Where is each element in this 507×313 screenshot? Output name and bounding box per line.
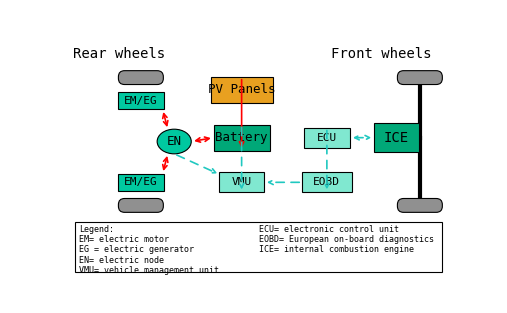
FancyBboxPatch shape xyxy=(397,71,442,85)
Text: ECU: ECU xyxy=(317,133,337,143)
Text: PV Panels: PV Panels xyxy=(208,84,275,96)
Text: EN: EN xyxy=(167,135,182,148)
FancyBboxPatch shape xyxy=(119,198,163,212)
FancyBboxPatch shape xyxy=(119,71,163,85)
Ellipse shape xyxy=(157,129,191,154)
Text: EM/EG: EM/EG xyxy=(124,177,158,187)
Text: ECU= electronic control unit
EOBD= European on-board diagnostics
ICE= internal c: ECU= electronic control unit EOBD= Europ… xyxy=(260,225,434,254)
Text: Battery: Battery xyxy=(215,131,268,144)
Text: Front wheels: Front wheels xyxy=(331,47,431,61)
FancyBboxPatch shape xyxy=(214,125,270,151)
Text: EM/EG: EM/EG xyxy=(124,96,158,106)
Text: VMU: VMU xyxy=(232,177,252,187)
FancyBboxPatch shape xyxy=(118,174,164,191)
FancyBboxPatch shape xyxy=(374,123,419,152)
FancyBboxPatch shape xyxy=(210,77,273,103)
Text: EOBD: EOBD xyxy=(313,177,340,187)
Text: Legend:
EM= electric motor
EG = electric generator
EN= electric node
VMU= vehicl: Legend: EM= electric motor EG = electric… xyxy=(79,225,219,275)
FancyBboxPatch shape xyxy=(118,92,164,109)
FancyBboxPatch shape xyxy=(397,198,442,212)
FancyBboxPatch shape xyxy=(302,172,352,192)
Text: ICE: ICE xyxy=(384,131,409,145)
FancyBboxPatch shape xyxy=(304,128,350,148)
FancyBboxPatch shape xyxy=(75,222,442,272)
FancyBboxPatch shape xyxy=(219,172,264,192)
Text: Rear wheels: Rear wheels xyxy=(73,47,165,61)
